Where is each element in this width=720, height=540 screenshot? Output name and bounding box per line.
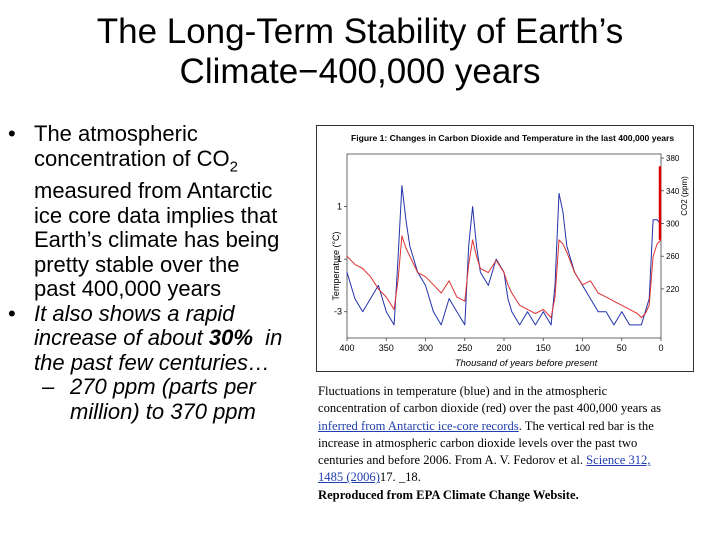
caption-line: 1485 (2006)17. _18.	[318, 469, 714, 486]
y-right-tick-label: 260	[666, 252, 680, 261]
caption-line: Reproduced from EPA Climate Change Websi…	[318, 487, 579, 502]
caption-line: increase in atmospheric carbon dioxide l…	[318, 435, 638, 450]
science-citation-link-cont[interactable]: 1485 (2006)	[318, 470, 380, 485]
x-tick-label: 250	[457, 343, 472, 353]
figure-caption: Fluctuations in temperature (blue) and i…	[318, 383, 714, 504]
bullet-text-line: measured from Antarctic	[34, 178, 273, 204]
plot-frame	[346, 153, 662, 339]
temperature-line	[346, 185, 662, 326]
plot-area: 400 350 300 250 200 150 100 50 0 1 -1 -3 380 340 300 26…	[334, 153, 680, 353]
bullet-text-line: It also shows a rapid	[34, 300, 235, 326]
x-tick-label: 300	[418, 343, 433, 353]
y-axis-label-left: Temperature (°C)	[331, 231, 341, 300]
x-tick-label: 100	[575, 343, 590, 353]
sub-bullet-marker: –	[42, 374, 55, 400]
y-right-tick-label: 340	[666, 187, 680, 196]
y-left-tick-label: -3	[334, 307, 342, 317]
bullet-text-line: past 400,000 years	[34, 276, 222, 302]
bullet-text-line: ice core data implies that	[34, 202, 278, 228]
bullet-marker: •	[8, 300, 16, 326]
ice-core-records-link[interactable]: inferred from Antarctic ice-core records	[318, 418, 519, 433]
bullet-list: • The atmospheric concentration of CO2 m…	[8, 121, 313, 424]
caption-text: centuries and before 2006. From A. V. Fe…	[318, 453, 587, 468]
slide-title: The Long-Term Stability of Earth’s Clima…	[0, 12, 720, 92]
bullet-text-line: The atmospheric	[34, 121, 198, 146]
climate-figure: Figure 1: Changes in Carbon Dioxide and …	[316, 125, 694, 372]
bullet-text: increase of about	[34, 325, 209, 351]
caption-text: . The vertical red bar is the	[518, 418, 654, 433]
bullet-text-line: increase of about 30% in	[34, 326, 313, 351]
bullet-item-co2: • The atmospheric concentration of CO2 m…	[8, 121, 313, 302]
y-left-tick-label: -1	[334, 254, 342, 264]
co2-subscript: 2	[229, 157, 239, 175]
climate-chart: Figure 1: Changes in Carbon Dioxide and …	[331, 133, 689, 369]
x-tick-label: 150	[536, 343, 551, 353]
x-tick-label: 0	[658, 343, 663, 353]
caption-text: 17. _18.	[379, 470, 421, 485]
title-line-1: The Long-Term Stability of Earth’s	[96, 12, 624, 51]
caption-line: inferred from Antarctic ice-core records…	[318, 418, 714, 435]
caption-line: concentration of carbon dioxide (red) ov…	[318, 401, 662, 416]
bullet-text-line: Earth’s climate has being	[34, 227, 280, 253]
bullet-text-line: the past few centuries…	[34, 349, 271, 375]
bullet-marker: •	[8, 121, 16, 146]
co2-line	[346, 235, 662, 319]
x-axis-label: Thousand of years before present	[455, 358, 598, 369]
bullet-text: in	[252, 325, 283, 351]
x-tick-label: 350	[379, 343, 394, 353]
y-right-tick-label: 380	[666, 154, 680, 163]
x-tick-label: 400	[339, 343, 354, 353]
caption-line: Fluctuations in temperature (blue) and i…	[318, 384, 608, 398]
bullet-text-line: concentration of CO2	[34, 145, 313, 180]
x-tick-label: 50	[617, 343, 627, 353]
bullet-item-increase: • It also shows a rapid increase of abou…	[8, 300, 313, 376]
bullet-text-line: pretty stable over the	[34, 251, 240, 277]
caption-line: centuries and before 2006. From A. V. Fe…	[318, 452, 714, 469]
y-axis-label-right: CO2 (ppm)	[680, 176, 689, 216]
bullet-emphasis: 30%	[208, 325, 253, 351]
figure-title: Figure 1: Changes in Carbon Dioxide and …	[351, 133, 674, 143]
y-right-tick-label: 300	[666, 220, 680, 229]
sub-bullet-text-line: million) to 370 ppm	[70, 398, 256, 424]
x-tick-label: 200	[496, 343, 511, 353]
science-citation-link[interactable]: Science 312,	[586, 453, 651, 468]
bullet-text: concentration of CO	[34, 145, 230, 171]
y-left-tick-label: 1	[337, 202, 342, 212]
y-right-tick-label: 220	[666, 285, 680, 294]
sub-bullet-item: – 270 ppm (parts per million) to 370 ppm	[8, 375, 313, 424]
title-line-2: Climate−400,000 years	[179, 52, 541, 91]
sub-bullet-text-line: 270 ppm (parts per	[70, 374, 256, 400]
